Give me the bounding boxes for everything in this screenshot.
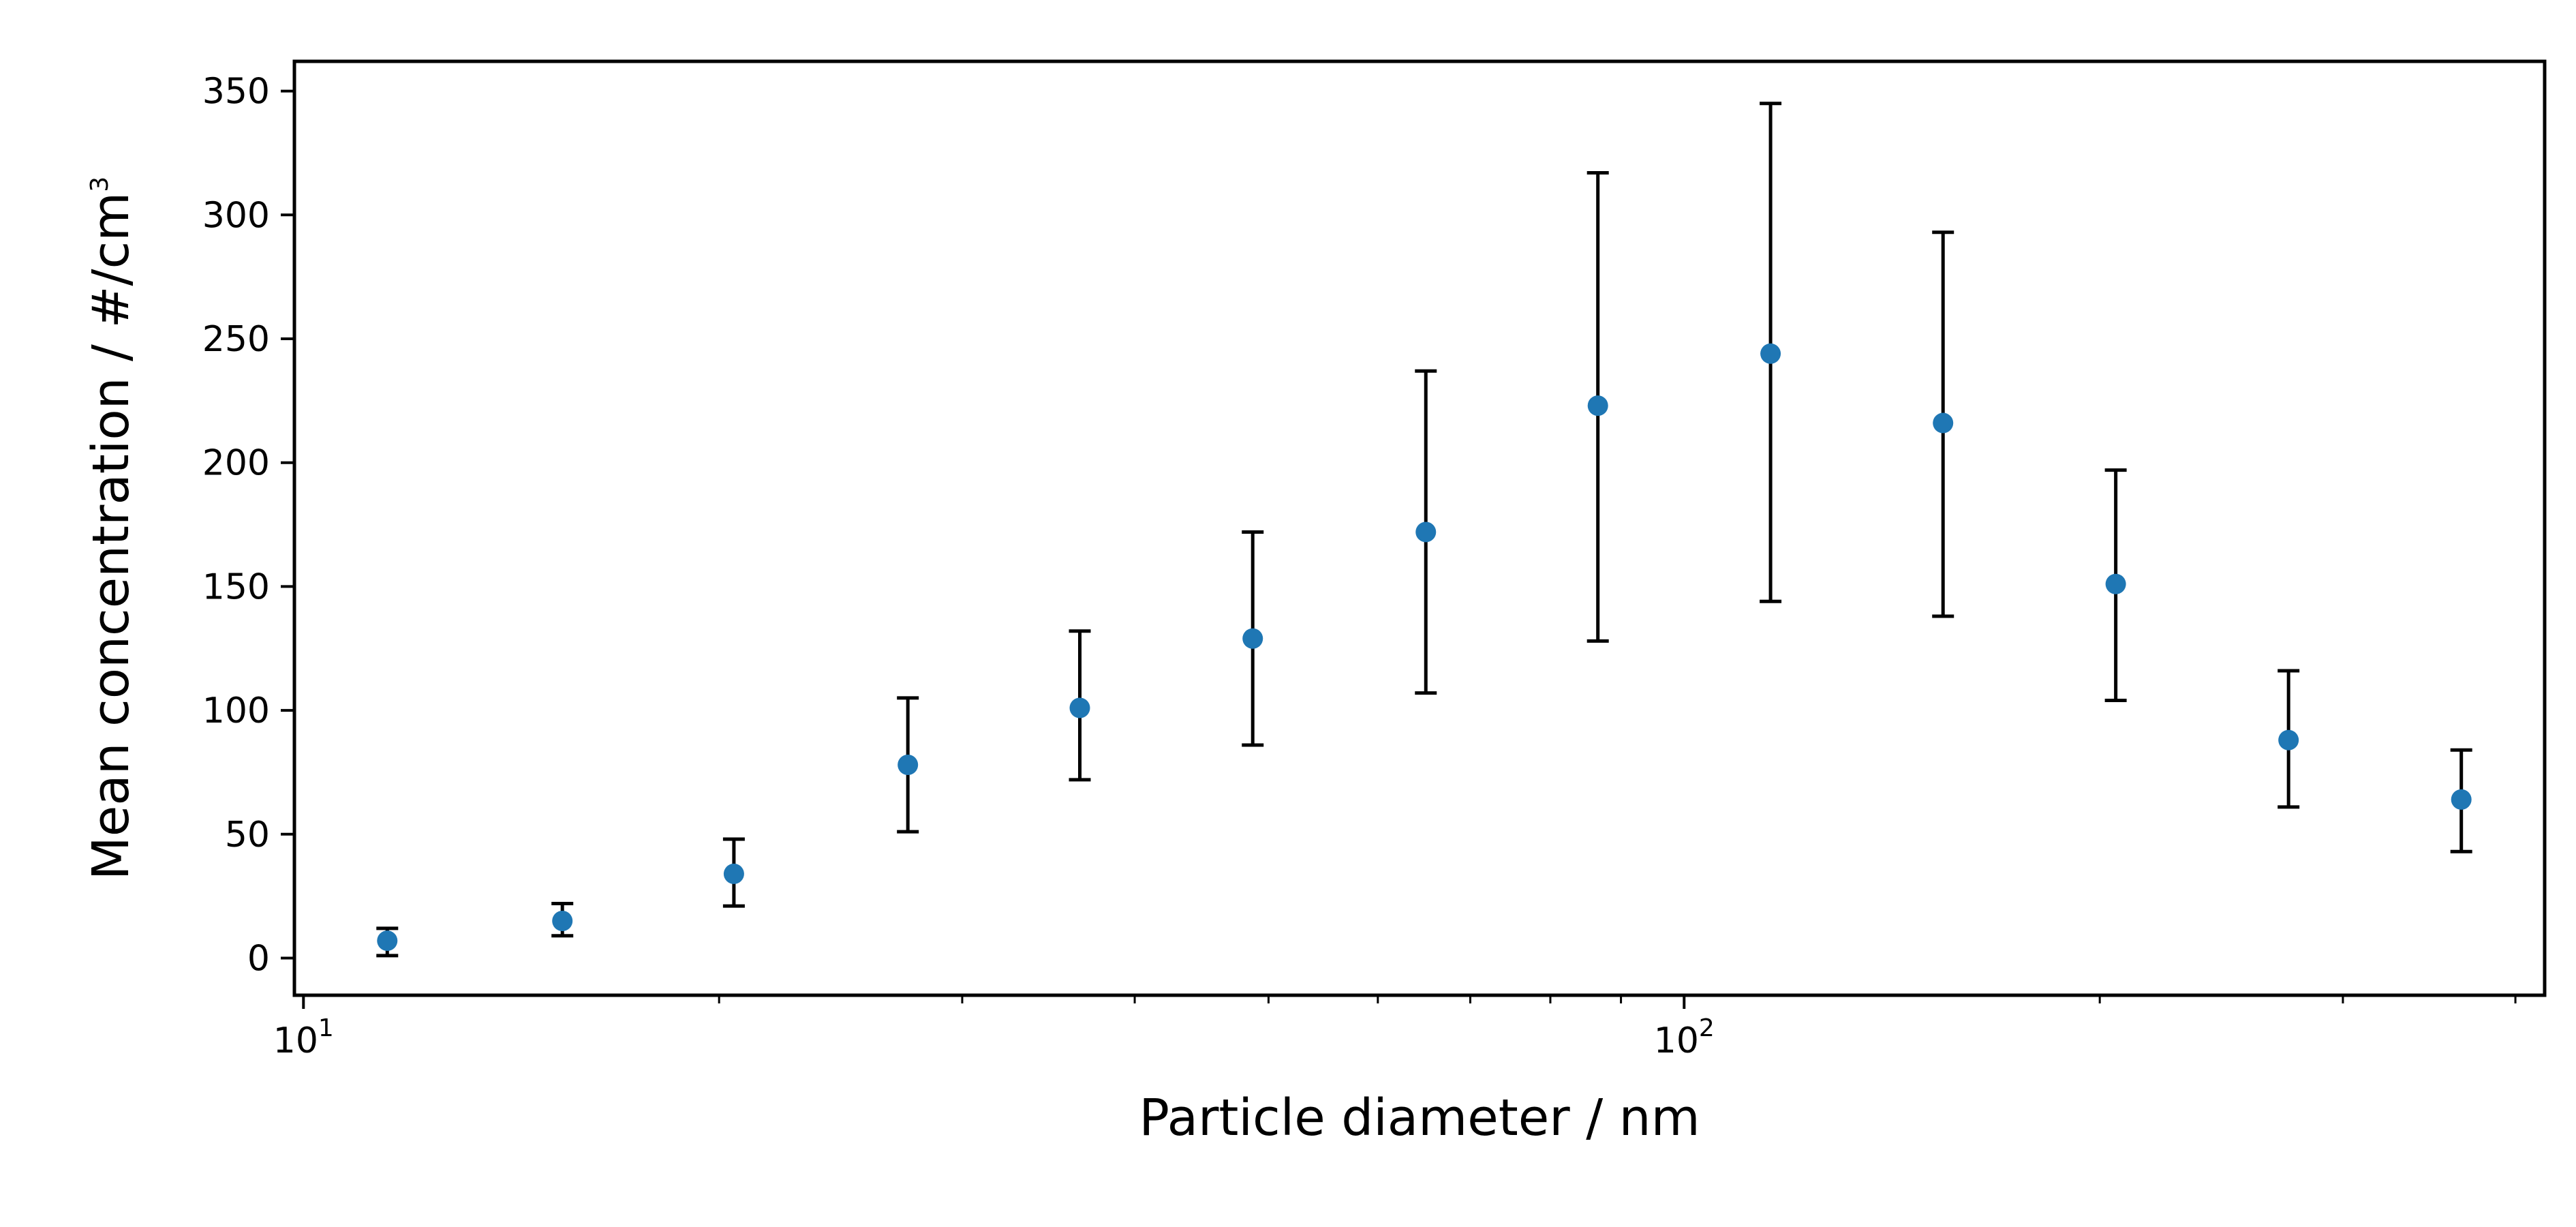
y-tick-label: 350	[202, 72, 270, 112]
data-point	[1069, 697, 1090, 718]
data-point	[2105, 573, 2126, 594]
y-tick-label: 150	[202, 566, 270, 607]
x-tick-label: 102	[1654, 1014, 1715, 1061]
x-tick-label-exponent: 2	[1699, 1014, 1715, 1042]
data-point	[377, 930, 398, 952]
x-tick-label: 101	[273, 1014, 334, 1061]
data-points	[377, 343, 2472, 952]
x-major-ticks: 101 102	[273, 995, 1715, 1061]
x-axis-label: Particle diameter / nm	[1139, 1089, 1700, 1147]
x-tick-label-exponent: 1	[318, 1014, 334, 1042]
y-axis-label-superscript: 3	[86, 177, 114, 192]
x-tick-label-base: 10	[273, 1020, 318, 1061]
y-axis-label-main: Mean concentration / #/cm	[82, 192, 140, 880]
data-point	[1760, 343, 1781, 364]
y-tick-label: 200	[202, 443, 270, 484]
y-tick-label: 100	[202, 691, 270, 731]
y-tick-label: 50	[225, 815, 270, 855]
plot-frame	[292, 59, 2547, 997]
x-tick-label-base: 10	[1654, 1020, 1699, 1061]
y-axis-label: Mean concentration / #/cm3	[82, 177, 140, 880]
data-point	[2278, 729, 2299, 751]
y-tick-label: 0	[247, 938, 270, 979]
data-point	[552, 910, 573, 931]
data-point	[1933, 412, 1954, 434]
data-point	[723, 863, 744, 884]
y-ticks: 0 50 100 150 200 250 300 350	[202, 72, 294, 979]
y-tick-label: 300	[202, 195, 270, 236]
data-point	[898, 755, 919, 776]
data-point	[1242, 628, 1263, 649]
y-tick-label: 250	[202, 319, 270, 360]
data-point	[1587, 395, 1608, 416]
data-point	[2451, 789, 2472, 810]
data-point	[1415, 521, 1437, 543]
